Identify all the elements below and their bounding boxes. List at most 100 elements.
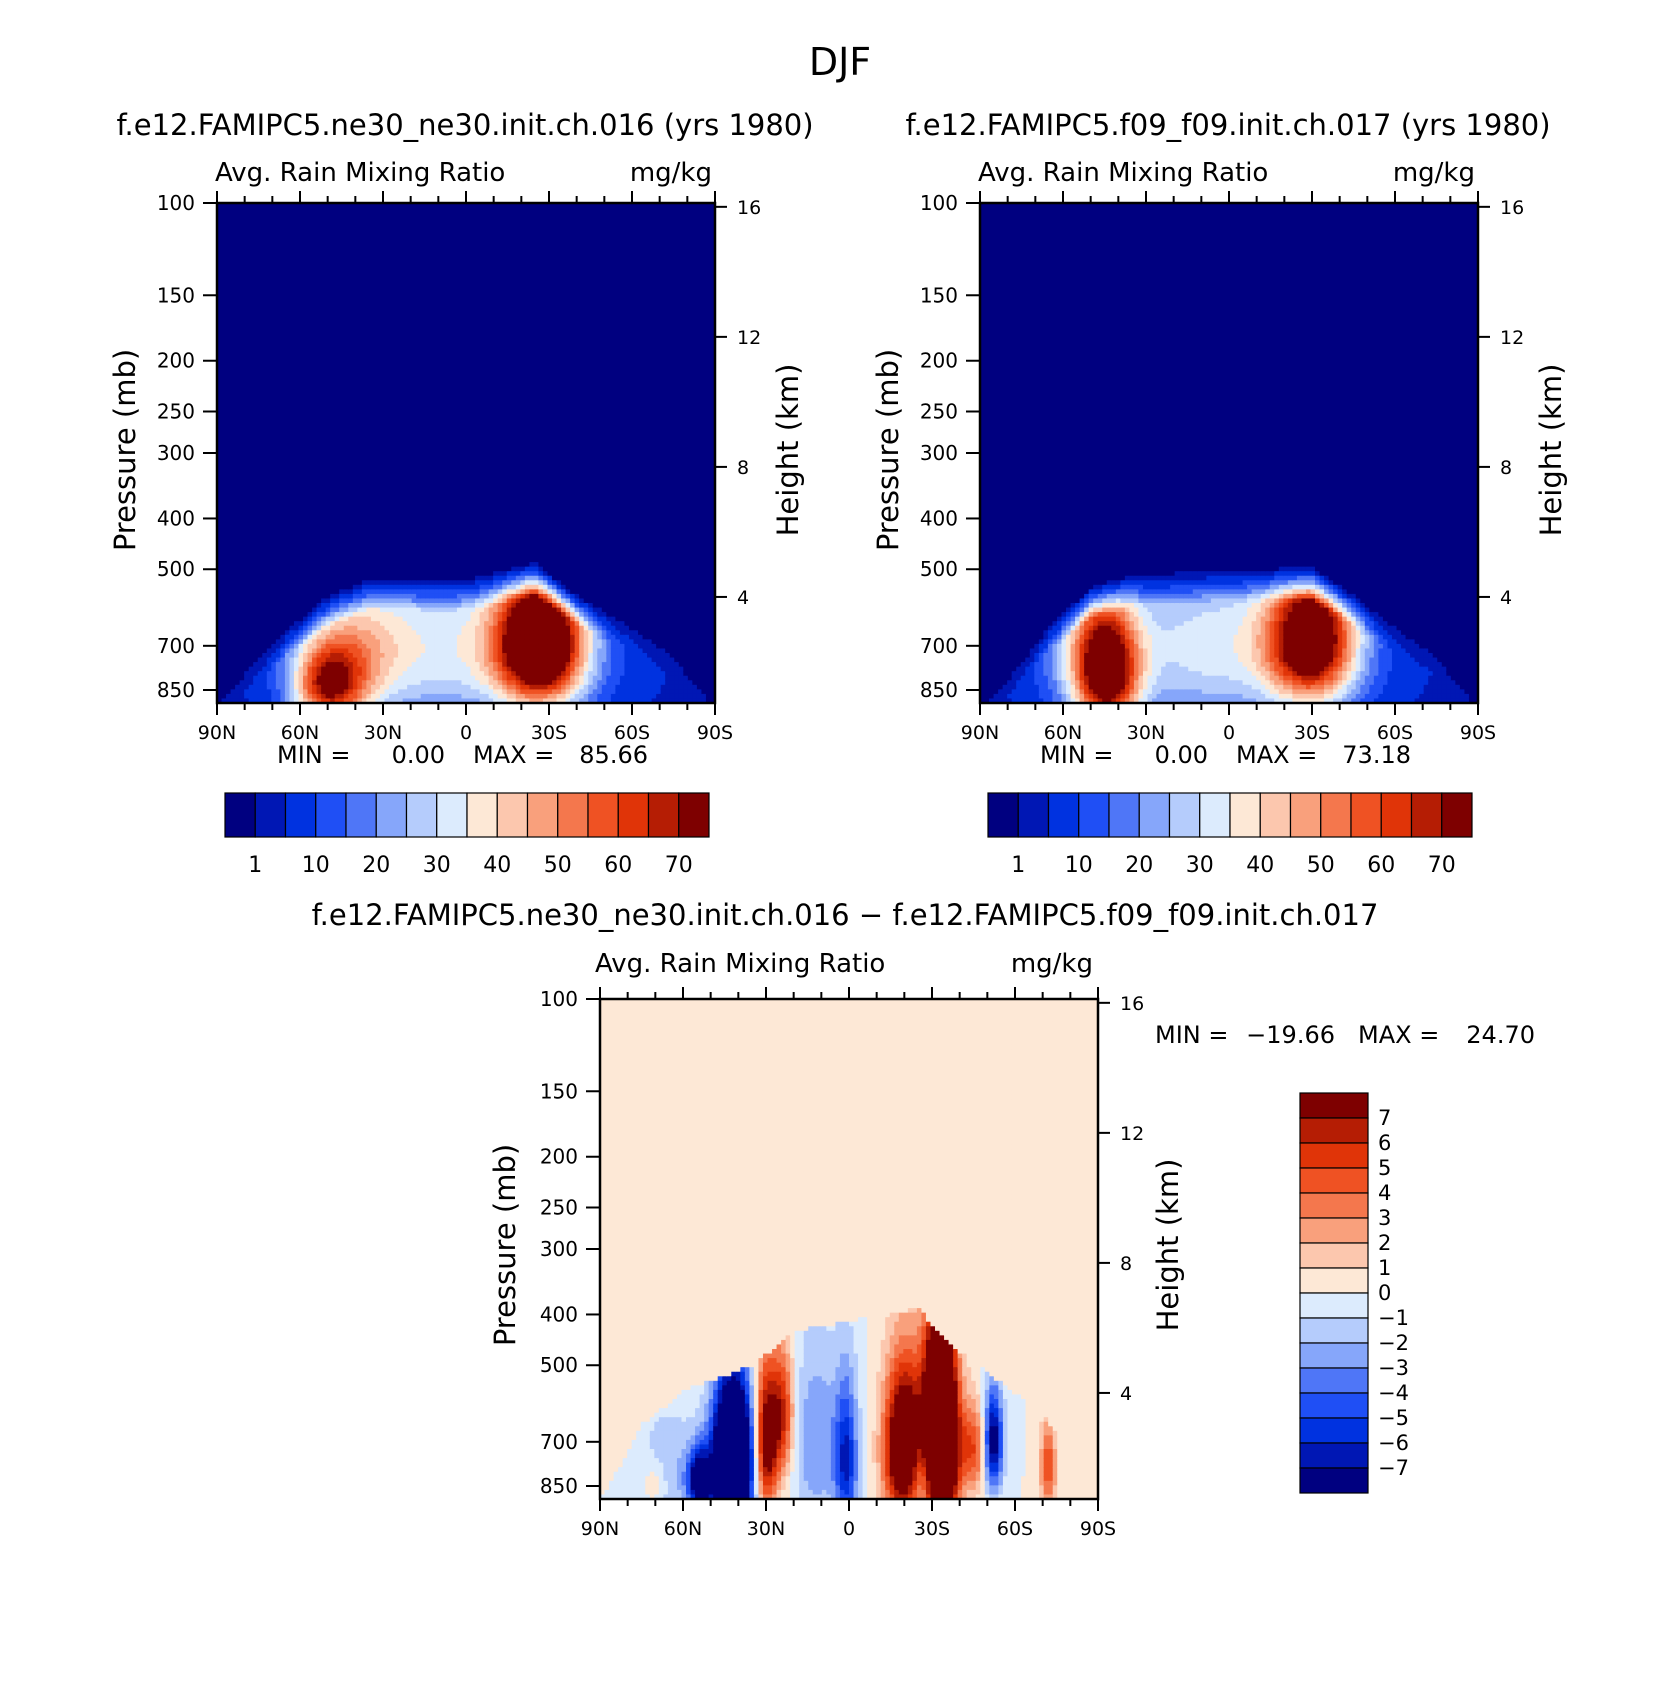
contour-cell	[253, 448, 258, 453]
contour-cell	[231, 258, 236, 263]
contour-cell	[303, 298, 308, 303]
contour-cell	[294, 689, 299, 694]
contour-cell	[321, 626, 326, 631]
contour-cell	[226, 630, 231, 635]
contour-cell	[321, 589, 326, 594]
contour-cell	[294, 494, 299, 499]
contour-cell	[285, 235, 290, 240]
contour-cell	[240, 667, 245, 672]
contour-cell	[226, 339, 231, 344]
contour-cell	[294, 694, 299, 699]
contour-cell	[271, 462, 276, 467]
contour-cell	[235, 635, 240, 640]
contour-cell	[262, 630, 267, 635]
contour-cell	[317, 339, 322, 344]
contour-cell	[312, 617, 317, 622]
contour-cell	[276, 380, 281, 385]
contour-cell	[280, 667, 285, 672]
contour-cell	[303, 685, 308, 690]
contour-cell	[226, 467, 231, 472]
contour-cell	[276, 421, 281, 426]
contour-cell	[249, 298, 254, 303]
contour-cell	[267, 267, 272, 272]
contour-cell	[280, 676, 285, 681]
contour-cell	[244, 462, 249, 467]
contour-cell	[231, 671, 236, 676]
contour-cell	[222, 326, 227, 331]
contour-cell	[312, 380, 317, 385]
contour-cell	[235, 312, 240, 317]
contour-cell	[262, 617, 267, 622]
contour-cell	[303, 680, 308, 685]
contour-cell	[222, 539, 227, 544]
contour-cell	[253, 535, 258, 540]
contour-cell	[249, 248, 254, 253]
contour-cell	[249, 662, 254, 667]
contour-cell	[244, 226, 249, 231]
contour-cell	[271, 385, 276, 390]
contour-cell	[253, 394, 258, 399]
contour-cell	[321, 308, 326, 313]
contour-cell	[244, 503, 249, 508]
contour-cell	[280, 344, 285, 349]
contour-cell	[253, 317, 258, 322]
contour-cell	[285, 571, 290, 576]
contour-cell	[267, 571, 272, 576]
contour-cell	[258, 339, 263, 344]
contour-cell	[262, 408, 267, 413]
contour-cell	[258, 326, 263, 331]
contour-cell	[326, 326, 331, 331]
contour-cell	[285, 444, 290, 449]
contour-cell	[231, 448, 236, 453]
contour-cell	[249, 689, 254, 694]
contour-cell	[249, 348, 254, 353]
contour-cell	[235, 267, 240, 272]
contour-cell	[253, 376, 258, 381]
contour-cell	[244, 426, 249, 431]
contour-cell	[321, 530, 326, 535]
contour-cell	[231, 267, 236, 272]
contour-cell	[280, 530, 285, 535]
contour-cell	[317, 612, 322, 617]
contour-cell	[298, 603, 303, 608]
contour-cell	[258, 485, 263, 490]
contour-cell	[240, 630, 245, 635]
contour-cell	[280, 276, 285, 281]
contour-cell	[244, 589, 249, 594]
contour-cell	[285, 644, 290, 649]
contour-cell	[285, 630, 290, 635]
contour-cell	[240, 294, 245, 299]
contour-cell	[276, 262, 281, 267]
contour-cell	[321, 317, 326, 322]
contour-cell	[235, 458, 240, 463]
contour-cell	[289, 230, 294, 235]
contour-cell	[308, 526, 313, 531]
contour-cell	[280, 671, 285, 676]
contour-cell	[298, 589, 303, 594]
contour-cell	[222, 467, 227, 472]
contour-cell	[267, 394, 272, 399]
contour-cell	[276, 567, 281, 572]
contour-cell	[289, 380, 294, 385]
contour-cell	[298, 458, 303, 463]
contour-cell	[249, 594, 254, 599]
contour-cell	[235, 617, 240, 622]
contour-cell	[303, 467, 308, 472]
contour-cell	[267, 639, 272, 644]
contour-cell	[276, 630, 281, 635]
contour-cell	[267, 548, 272, 553]
contour-cell	[298, 253, 303, 258]
contour-cell	[280, 476, 285, 481]
contour-cell	[258, 348, 263, 353]
contour-cell	[253, 494, 258, 499]
contour-cell	[317, 480, 322, 485]
contour-cell	[240, 521, 245, 526]
contour-cell	[231, 289, 236, 294]
contour-cell	[289, 298, 294, 303]
contour-cell	[231, 344, 236, 349]
contour-cell	[271, 258, 276, 263]
contour-cell	[240, 321, 245, 326]
contour-cell	[240, 535, 245, 540]
contour-cell	[267, 444, 272, 449]
contour-cell	[303, 480, 308, 485]
